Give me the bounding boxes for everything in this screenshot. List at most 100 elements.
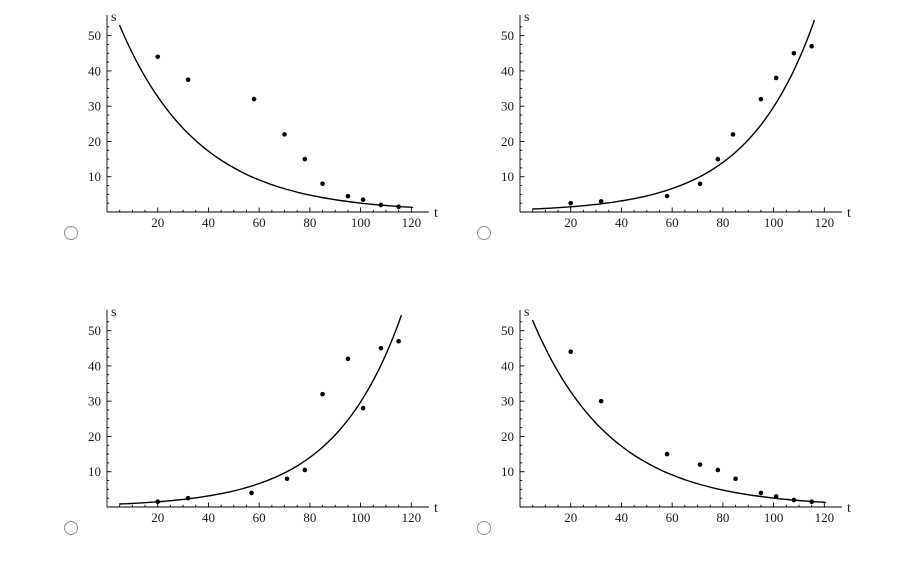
data-point [378,345,384,351]
x-tick-label: 100 [764,215,784,230]
fit-curve [119,315,402,505]
data-point [568,200,574,206]
x-tick-label: 20 [151,510,164,525]
y-tick-label: 10 [88,169,101,184]
x-tick-label: 120 [815,215,835,230]
data-point [791,50,797,56]
x-tick-label: 80 [303,215,316,230]
plot-bottom-right: 20 40 60 80 100 120 10 20 30 40 50 t s [501,305,851,525]
data-point [185,495,191,501]
y-tick-label: 40 [88,63,101,78]
x-tick-label: 40 [202,215,215,230]
answer-option-1: 20 40 60 80 100 120 10 20 30 40 50 t s [55,0,475,280]
x-axis-label: t [847,206,851,221]
x-tick-label: 40 [615,215,628,230]
radio-option-3[interactable] [64,521,78,535]
y-tick-label: 50 [501,28,514,43]
plot-bottom-left: 20 40 60 80 100 120 10 20 30 40 50 t s [88,305,438,525]
y-tick-label: 30 [88,394,101,409]
x-tick-label: 60 [666,510,679,525]
x-axis-label: t [847,501,851,516]
data-point [809,43,814,49]
y-tick-label: 50 [88,28,101,43]
data-point [345,193,351,199]
x-tick-label: 80 [303,510,316,525]
data-point [664,451,670,457]
x-tick-label: 100 [764,510,784,525]
radio-option-2[interactable] [477,226,491,240]
y-tick-label: 40 [501,358,514,373]
x-tick-label: 40 [615,510,628,525]
data-point [697,181,703,187]
x-axis-label: t [434,206,438,221]
fit-curve [532,319,827,504]
data-point [396,338,401,344]
data-point [249,490,254,496]
data-point [697,462,703,467]
data-point [598,199,604,204]
y-tick-label: 10 [501,169,514,184]
data-point [598,398,604,404]
data-point [155,54,161,60]
data-point [302,156,308,162]
data-point [791,497,797,503]
data-point [320,181,325,187]
x-tick-label: 20 [151,215,164,230]
radio-option-1[interactable] [64,226,78,240]
x-tick-label: 20 [564,510,577,525]
fit-curve [532,20,815,210]
data-point [251,96,257,102]
y-axis-label: s [524,10,529,25]
y-tick-label: 30 [501,99,514,114]
y-tick-label: 40 [88,358,101,373]
y-axis-label: s [524,305,529,320]
data-point [773,494,779,499]
x-tick-label: 60 [253,510,266,525]
y-tick-label: 30 [88,99,101,114]
y-tick-label: 20 [501,429,514,444]
plot-top-right: 20 40 60 80 100 120 10 20 30 40 50 t s [501,10,851,230]
x-tick-label: 120 [402,510,422,525]
data-point [715,156,721,162]
y-axis-label: s [111,10,116,25]
y-tick-label: 50 [88,323,101,338]
data-point [758,96,764,102]
data-point [284,476,290,482]
y-tick-label: 10 [501,464,514,479]
x-tick-label: 20 [564,215,577,230]
x-tick-label: 80 [716,510,729,525]
answer-option-3: 20 40 60 80 100 120 10 20 30 40 50 t s [55,295,475,561]
data-point [320,391,325,397]
x-tick-label: 100 [351,215,371,230]
fit-curve [119,24,414,209]
data-point [302,467,308,473]
y-axis-label: s [111,305,116,320]
data-point [360,197,366,202]
data-point [185,77,191,83]
y-tick-label: 10 [88,464,101,479]
data-point [809,499,814,505]
data-point [733,476,738,482]
data-point [282,132,287,137]
data-point [360,405,366,411]
x-tick-label: 80 [716,215,729,230]
data-point [758,490,764,496]
data-point [378,202,384,208]
data-point [155,499,161,505]
x-tick-label: 100 [351,510,371,525]
x-tick-label: 60 [666,215,679,230]
x-tick-label: 60 [253,215,266,230]
data-point [715,467,721,473]
y-tick-label: 50 [501,323,514,338]
x-axis-label: t [434,501,438,516]
data-point [664,193,670,199]
y-tick-label: 20 [501,134,514,149]
radio-option-4[interactable] [477,521,491,535]
y-tick-label: 30 [501,394,514,409]
x-tick-label: 120 [402,215,422,230]
x-tick-label: 40 [202,510,215,525]
y-tick-label: 20 [88,429,101,444]
answer-option-4: 20 40 60 80 100 120 10 20 30 40 50 t s [468,295,888,561]
x-tick-label: 120 [815,510,835,525]
